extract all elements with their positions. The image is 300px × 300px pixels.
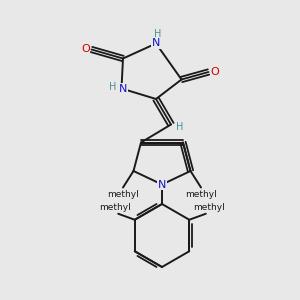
Text: methyl: methyl [99, 203, 130, 212]
Text: methyl: methyl [107, 190, 139, 199]
Text: H: H [176, 122, 183, 133]
Text: N: N [119, 83, 127, 94]
Text: H: H [154, 29, 161, 40]
Text: N: N [152, 38, 160, 49]
Text: H: H [110, 82, 117, 92]
Text: methyl: methyl [194, 203, 225, 212]
Text: N: N [158, 179, 166, 190]
Text: methyl: methyl [185, 190, 217, 199]
Text: O: O [210, 67, 219, 77]
Text: O: O [81, 44, 90, 55]
